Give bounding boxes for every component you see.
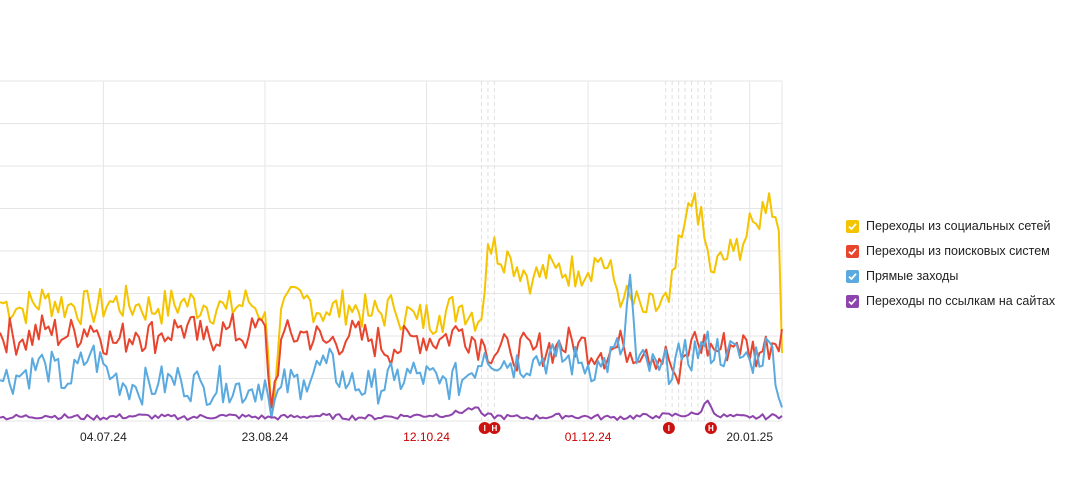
series-line <box>0 273 783 419</box>
event-marker <box>478 422 491 434</box>
x-tick-label: 20.01.25 <box>726 430 773 444</box>
checkbox-checked-icon[interactable] <box>846 269 859 283</box>
legend-item-links[interactable]: Переходы по ссылкам на сайтах <box>846 293 1074 309</box>
x-tick-label: 23.08.24 <box>242 430 289 444</box>
x-tick-label: 12.10.24 <box>403 430 450 444</box>
series-line <box>0 192 783 416</box>
legend-item-direct[interactable]: Прямые заходы <box>846 268 1074 284</box>
event-marker <box>488 422 501 434</box>
series-line <box>0 312 783 409</box>
event-marker-label: H <box>492 424 498 433</box>
event-marker-label: I <box>484 424 486 433</box>
legend-item-search[interactable]: Переходы из поисковых систем <box>846 243 1074 259</box>
checkbox-checked-icon[interactable] <box>846 244 859 258</box>
chart-legend: Переходы из социальных сетей Переходы из… <box>846 218 1074 318</box>
legend-label: Прямые заходы <box>866 269 959 283</box>
event-marker <box>662 422 675 434</box>
event-marker-label: I <box>668 424 670 433</box>
event-marker-label: H <box>708 424 714 433</box>
legend-label: Переходы из поисковых систем <box>866 244 1050 258</box>
series-line <box>0 399 783 421</box>
checkbox-checked-icon[interactable] <box>846 294 859 308</box>
legend-item-social[interactable]: Переходы из социальных сетей <box>846 218 1074 234</box>
event-marker <box>704 422 717 434</box>
legend-label: Переходы по ссылкам на сайтах <box>866 294 1056 308</box>
x-tick-label: 04.07.24 <box>80 430 127 444</box>
checkbox-checked-icon[interactable] <box>846 219 859 233</box>
legend-label: Переходы из социальных сетей <box>866 219 1051 233</box>
x-tick-label: 01.12.24 <box>565 430 612 444</box>
